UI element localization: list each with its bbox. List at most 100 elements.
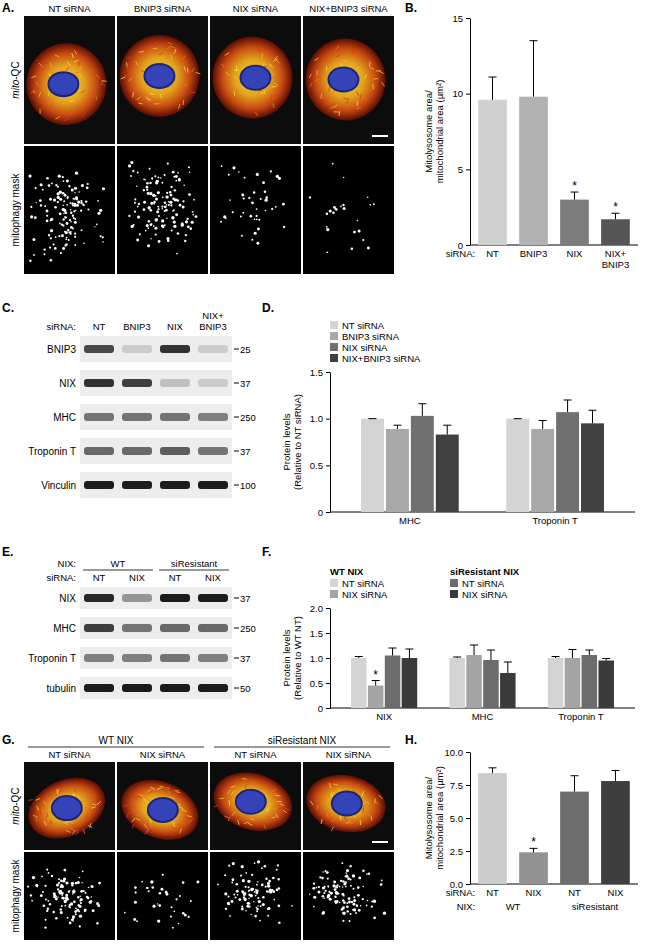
mitochondria-strand <box>356 107 361 108</box>
bar <box>601 781 630 884</box>
mask-dot <box>261 867 263 869</box>
mitochondria-strand <box>41 810 45 813</box>
mitochondria-strand <box>52 97 57 99</box>
y-tick: 10.0 <box>445 747 471 758</box>
mask-dot <box>343 883 346 886</box>
mitochondria-strand <box>149 823 151 827</box>
mask-dot <box>83 242 85 244</box>
mitochondria-strand <box>221 82 223 86</box>
y-axis: 0.02.55.07.510.0 <box>445 747 471 890</box>
mask-dot <box>335 891 338 894</box>
y-axis: 00.51.01.52.0 <box>310 603 331 714</box>
mask-dot <box>348 897 351 900</box>
mask-dot <box>60 884 63 887</box>
bar <box>506 419 529 512</box>
mask-dot <box>57 192 60 195</box>
mask-dot <box>241 865 244 868</box>
bar <box>368 686 384 709</box>
mask-dot <box>71 202 74 205</box>
mask-dot <box>64 194 67 197</box>
mitochondria-strand <box>39 63 42 67</box>
mask-dot <box>75 210 77 212</box>
mask-dot <box>316 887 318 889</box>
bar <box>483 660 499 708</box>
mask-dot <box>373 917 376 920</box>
mask-dot <box>353 896 355 898</box>
legend-group-title: WT NIX <box>330 566 364 577</box>
mitochondria-strand <box>182 56 185 60</box>
mask-dot <box>62 208 65 211</box>
error-bar <box>539 421 547 429</box>
column-label: NIX siRNA <box>326 749 372 760</box>
mask-dot <box>346 869 349 872</box>
mask-dot <box>136 238 139 241</box>
blot-row-label: BNIP3 <box>47 344 76 355</box>
mask-dot <box>30 206 32 208</box>
cell-body <box>24 39 110 128</box>
significance-mark: * <box>373 668 378 682</box>
mitochondria-strand <box>189 820 192 824</box>
mask-dot <box>242 891 245 894</box>
mask-dot <box>134 198 136 200</box>
mitochondria-strand <box>310 801 313 805</box>
mask-dot <box>60 880 63 883</box>
mask-dot <box>169 201 172 204</box>
mask-dot <box>156 180 159 183</box>
bar <box>500 673 516 708</box>
mask-dot <box>48 234 50 236</box>
mitochondria-strand <box>274 56 278 59</box>
lane-label: BNIP3 <box>123 321 150 332</box>
mask-dot <box>188 193 191 196</box>
mask-dot <box>232 211 234 213</box>
mitochondria-strand <box>87 806 92 808</box>
mask-dot <box>251 874 253 876</box>
mask-dot <box>64 216 65 217</box>
mask-dot <box>356 905 358 907</box>
mask-dot <box>175 180 177 182</box>
cell-body <box>210 34 295 122</box>
x-tick-label-line: Troponin T <box>532 515 578 526</box>
mask-dot <box>184 914 187 917</box>
y-tick-mark <box>326 658 330 659</box>
bar <box>565 658 581 708</box>
mitochondria-strand <box>187 68 188 73</box>
mitochondria-strand <box>146 828 149 832</box>
mask-dot <box>78 911 80 913</box>
mask-dot <box>134 211 136 213</box>
mitochondria-strand <box>274 94 278 97</box>
error-bar <box>570 776 578 792</box>
mask-dot <box>130 161 133 164</box>
mitochondria-strand <box>233 91 235 96</box>
mask-dot <box>278 887 280 889</box>
mitochondria-strand <box>371 816 373 821</box>
column-label: NT siRNA <box>234 749 277 760</box>
mask-dot <box>168 204 170 206</box>
y-tick-mark <box>326 512 330 513</box>
mask-dot <box>58 882 60 884</box>
lane-title: siRNA: <box>46 572 76 583</box>
mask-dot <box>181 224 184 227</box>
mask-dot <box>353 899 356 902</box>
mask-dot <box>35 884 38 887</box>
blot-band <box>84 594 114 602</box>
error-bar <box>443 425 451 434</box>
nucleus <box>240 66 270 90</box>
x-tick-label-line: NIX <box>526 887 543 898</box>
mask-dot <box>42 891 44 893</box>
y-tick: 0.5 <box>310 460 330 471</box>
lane-label-line: NT <box>169 572 182 583</box>
micrograph <box>117 762 208 850</box>
mask-dot <box>157 919 160 922</box>
lane-label: NIX <box>167 321 184 332</box>
mask-dot <box>134 202 136 204</box>
mask-dot <box>313 906 315 908</box>
mitochondria-strand <box>190 817 194 820</box>
mask-dot <box>75 172 78 175</box>
y-tick: 15 <box>452 13 470 24</box>
mask-dot <box>46 869 48 871</box>
mask-dot <box>139 233 141 235</box>
mitochondria-strand <box>224 816 229 818</box>
blot-strip <box>80 404 232 430</box>
mask-dot <box>48 872 50 874</box>
mask-dot <box>327 885 329 887</box>
